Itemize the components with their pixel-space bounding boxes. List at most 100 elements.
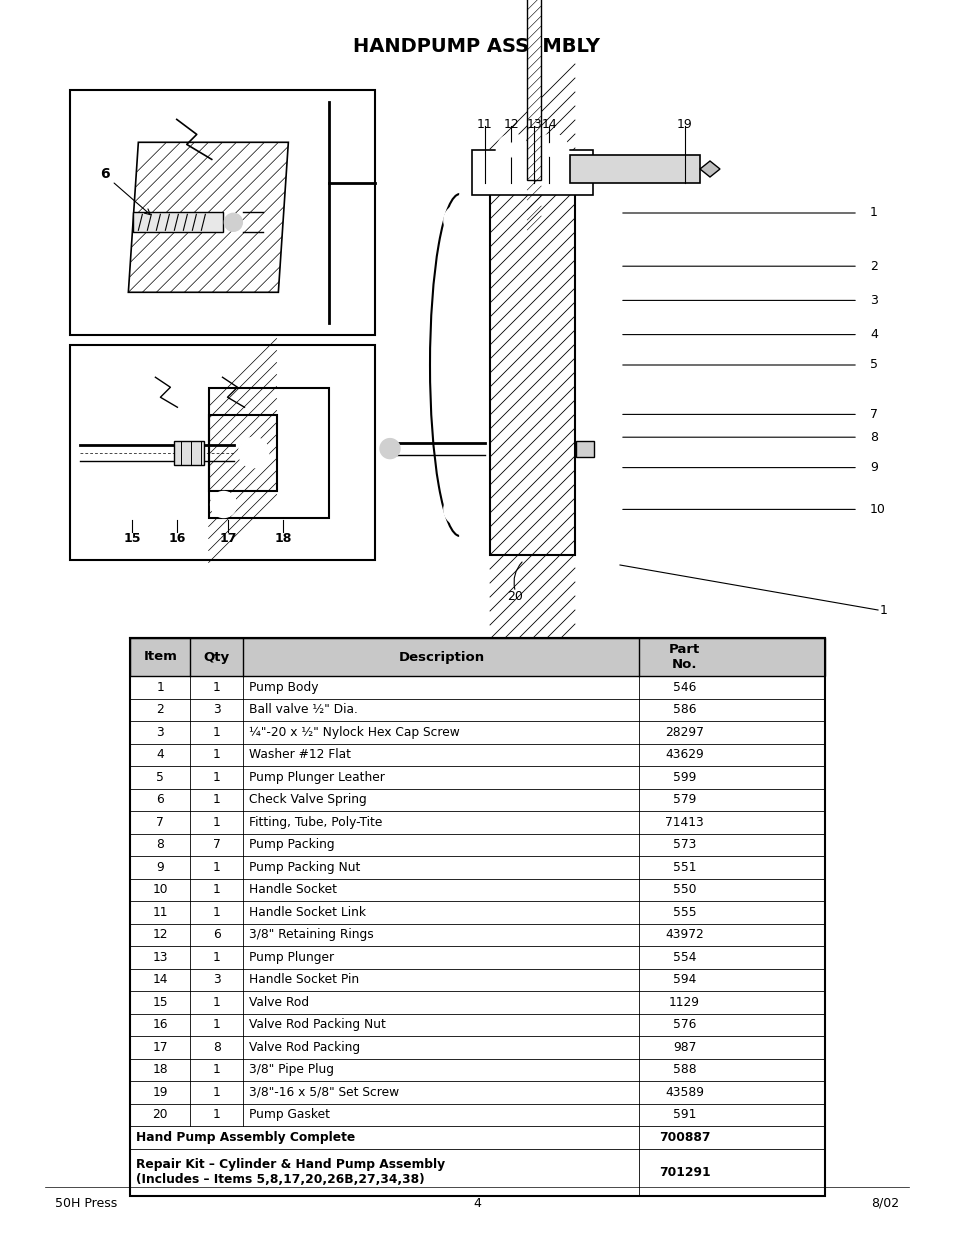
- Text: 15: 15: [123, 532, 141, 545]
- Circle shape: [545, 143, 558, 157]
- Text: 17: 17: [152, 1041, 168, 1053]
- Text: 551: 551: [672, 861, 696, 873]
- Bar: [130, 902, 824, 924]
- Circle shape: [592, 501, 607, 517]
- Text: 43972: 43972: [664, 929, 703, 941]
- Circle shape: [583, 205, 616, 237]
- Bar: [209, 388, 328, 517]
- Text: 588: 588: [672, 1063, 696, 1076]
- Text: 555: 555: [672, 905, 696, 919]
- Bar: [130, 878, 824, 902]
- Text: 11: 11: [476, 119, 493, 131]
- Bar: [130, 1126, 824, 1149]
- Bar: [130, 743, 824, 766]
- Text: 7: 7: [869, 408, 877, 421]
- Circle shape: [453, 358, 467, 372]
- Bar: [130, 990, 824, 1014]
- Text: 3/8" Retaining Rings: 3/8" Retaining Rings: [249, 929, 374, 941]
- Bar: [70, 90, 375, 335]
- Text: 3: 3: [213, 973, 220, 987]
- Text: 19: 19: [152, 1086, 168, 1099]
- Text: 8: 8: [869, 431, 877, 443]
- Text: 19: 19: [677, 119, 692, 131]
- Circle shape: [297, 474, 310, 487]
- Text: 1: 1: [213, 1108, 220, 1121]
- Text: 1: 1: [213, 861, 220, 873]
- Text: 550: 550: [672, 883, 696, 897]
- Text: 700887: 700887: [659, 1131, 710, 1144]
- Bar: [130, 834, 824, 856]
- Text: ¼"-20 x ½" Nylock Hex Cap Screw: ¼"-20 x ½" Nylock Hex Cap Screw: [249, 726, 459, 739]
- Text: 3: 3: [869, 294, 877, 308]
- Bar: [133, 212, 223, 232]
- Text: 8/02: 8/02: [870, 1197, 898, 1210]
- Bar: [576, 441, 594, 457]
- Bar: [130, 856, 824, 878]
- Text: 18: 18: [152, 1063, 168, 1076]
- Bar: [130, 638, 824, 1195]
- Text: 10: 10: [869, 503, 885, 516]
- Circle shape: [443, 205, 476, 237]
- Text: 11: 11: [152, 905, 168, 919]
- Text: 1: 1: [213, 951, 220, 963]
- Text: Valve Rod: Valve Rod: [249, 995, 309, 1009]
- Text: 13: 13: [526, 119, 541, 131]
- Text: 554: 554: [672, 951, 696, 963]
- Text: 546: 546: [672, 680, 696, 694]
- Text: 1: 1: [213, 1086, 220, 1099]
- Text: 17: 17: [219, 532, 236, 545]
- Circle shape: [217, 499, 230, 510]
- Text: HANDPUMP ASSEMBLY: HANDPUMP ASSEMBLY: [354, 37, 599, 56]
- Text: 1129: 1129: [668, 995, 700, 1009]
- Text: 579: 579: [672, 793, 696, 806]
- Text: 1: 1: [213, 771, 220, 784]
- Bar: [173, 441, 203, 464]
- Text: 43629: 43629: [664, 748, 703, 761]
- Circle shape: [593, 358, 606, 372]
- Text: Repair Kit – Cylinder & Hand Pump Assembly
(Includes – Items 5,8,17,20,26B,27,34: Repair Kit – Cylinder & Hand Pump Assemb…: [136, 1158, 445, 1186]
- Text: 20: 20: [507, 590, 523, 603]
- Text: 1: 1: [869, 206, 877, 220]
- Bar: [490, 175, 575, 555]
- Text: Handle Socket Link: Handle Socket Link: [249, 905, 366, 919]
- Text: Item: Item: [143, 651, 177, 663]
- Text: 1: 1: [879, 604, 887, 616]
- Text: 576: 576: [672, 1018, 696, 1031]
- Text: 3: 3: [213, 703, 220, 716]
- Text: 3/8"-16 x 5/8" Set Screw: 3/8"-16 x 5/8" Set Screw: [249, 1086, 399, 1099]
- Circle shape: [505, 143, 519, 157]
- Text: 1: 1: [213, 793, 220, 806]
- Circle shape: [245, 445, 261, 461]
- Text: 599: 599: [672, 771, 696, 784]
- Bar: [130, 1104, 824, 1126]
- Text: 71413: 71413: [664, 816, 703, 829]
- Text: 1: 1: [213, 883, 220, 897]
- Text: 1: 1: [213, 905, 220, 919]
- Circle shape: [446, 351, 474, 379]
- Text: 18: 18: [274, 532, 292, 545]
- Text: 594: 594: [672, 973, 696, 987]
- Text: Pump Plunger Leather: Pump Plunger Leather: [249, 771, 385, 784]
- Bar: [472, 149, 593, 195]
- Text: 15: 15: [152, 995, 168, 1009]
- Bar: [130, 968, 824, 990]
- Text: 1: 1: [213, 816, 220, 829]
- Polygon shape: [700, 161, 720, 177]
- Text: 5: 5: [156, 771, 164, 784]
- Text: 573: 573: [672, 839, 696, 851]
- Text: Ball valve ½" Dia.: Ball valve ½" Dia.: [249, 703, 357, 716]
- Text: Fitting, Tube, Poly-Tite: Fitting, Tube, Poly-Tite: [249, 816, 382, 829]
- Text: 20: 20: [152, 1108, 168, 1121]
- Text: 16: 16: [168, 532, 186, 545]
- Text: 10: 10: [152, 883, 168, 897]
- Text: Washer #12 Flat: Washer #12 Flat: [249, 748, 351, 761]
- Text: 9: 9: [869, 461, 877, 474]
- Text: Pump Packing: Pump Packing: [249, 839, 335, 851]
- Text: Description: Description: [398, 651, 484, 663]
- Circle shape: [238, 437, 269, 468]
- Text: 1: 1: [156, 680, 164, 694]
- Text: Check Valve Spring: Check Valve Spring: [249, 793, 367, 806]
- Text: Part
No.: Part No.: [668, 643, 700, 671]
- Circle shape: [379, 438, 399, 458]
- Circle shape: [583, 494, 616, 525]
